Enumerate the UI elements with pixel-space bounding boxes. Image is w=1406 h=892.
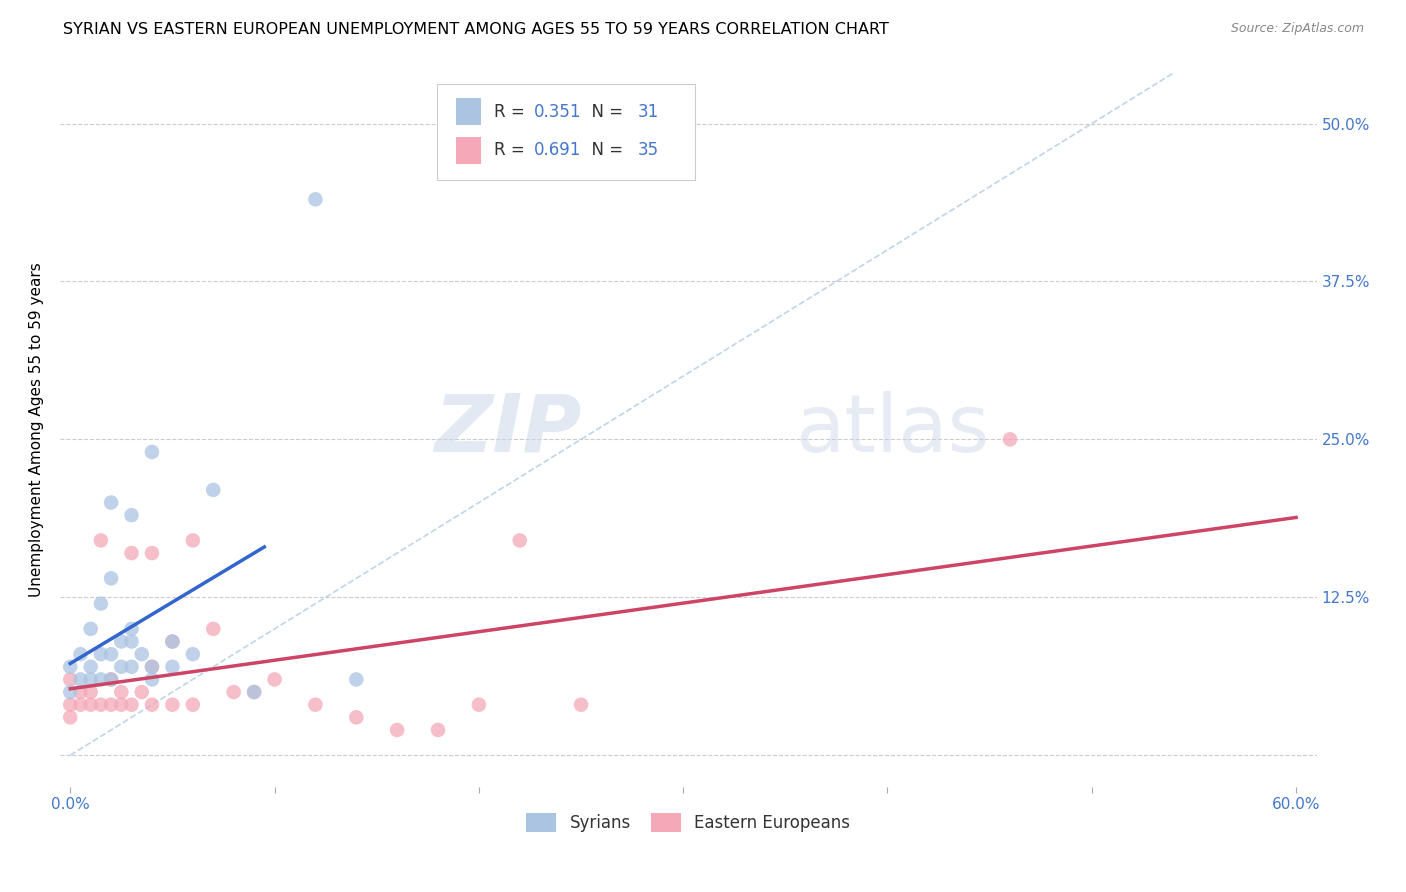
Text: SYRIAN VS EASTERN EUROPEAN UNEMPLOYMENT AMONG AGES 55 TO 59 YEARS CORRELATION CH: SYRIAN VS EASTERN EUROPEAN UNEMPLOYMENT … bbox=[63, 22, 889, 37]
Point bbox=[90, 647, 112, 661]
Point bbox=[79, 698, 101, 712]
Point bbox=[141, 660, 163, 674]
Point bbox=[141, 673, 163, 687]
Point bbox=[121, 698, 143, 712]
FancyBboxPatch shape bbox=[437, 84, 695, 180]
Point bbox=[131, 647, 153, 661]
Text: N =: N = bbox=[582, 103, 628, 120]
Point bbox=[243, 685, 266, 699]
Point bbox=[90, 673, 112, 687]
Point bbox=[79, 673, 101, 687]
Point bbox=[59, 685, 82, 699]
Point bbox=[509, 533, 531, 548]
Point bbox=[90, 533, 112, 548]
Point bbox=[304, 698, 326, 712]
Point bbox=[181, 647, 204, 661]
Point bbox=[59, 660, 82, 674]
Point bbox=[69, 647, 91, 661]
Point bbox=[998, 433, 1021, 447]
FancyBboxPatch shape bbox=[456, 136, 481, 163]
Point bbox=[385, 723, 408, 737]
Text: Source: ZipAtlas.com: Source: ZipAtlas.com bbox=[1230, 22, 1364, 36]
Point bbox=[121, 546, 143, 560]
Point bbox=[100, 571, 122, 585]
Text: atlas: atlas bbox=[796, 391, 990, 469]
Point bbox=[304, 192, 326, 206]
Point bbox=[79, 622, 101, 636]
Point bbox=[243, 685, 266, 699]
Point bbox=[121, 660, 143, 674]
Text: 0.351: 0.351 bbox=[534, 103, 581, 120]
Point bbox=[141, 698, 163, 712]
Text: R =: R = bbox=[494, 103, 530, 120]
Text: 31: 31 bbox=[638, 103, 659, 120]
Point bbox=[110, 698, 132, 712]
Point bbox=[69, 673, 91, 687]
Point bbox=[141, 546, 163, 560]
Point bbox=[202, 483, 225, 497]
Text: 0.691: 0.691 bbox=[534, 141, 581, 159]
Point bbox=[202, 622, 225, 636]
Point bbox=[468, 698, 491, 712]
Point bbox=[569, 698, 592, 712]
Point bbox=[100, 673, 122, 687]
Point bbox=[181, 533, 204, 548]
Point bbox=[59, 673, 82, 687]
Point bbox=[90, 698, 112, 712]
Point bbox=[69, 685, 91, 699]
Point bbox=[90, 597, 112, 611]
Point bbox=[181, 698, 204, 712]
Point bbox=[121, 634, 143, 648]
Point bbox=[131, 685, 153, 699]
Point bbox=[344, 710, 367, 724]
Point bbox=[110, 634, 132, 648]
Point bbox=[110, 660, 132, 674]
Point bbox=[100, 673, 122, 687]
Point bbox=[263, 673, 285, 687]
Point bbox=[59, 698, 82, 712]
Point bbox=[162, 698, 184, 712]
Point bbox=[162, 660, 184, 674]
Text: R =: R = bbox=[494, 141, 530, 159]
Point bbox=[162, 634, 184, 648]
Point bbox=[121, 622, 143, 636]
Text: 35: 35 bbox=[638, 141, 659, 159]
Point bbox=[110, 685, 132, 699]
Point bbox=[100, 698, 122, 712]
Text: ZIP: ZIP bbox=[434, 391, 582, 469]
Point bbox=[79, 660, 101, 674]
FancyBboxPatch shape bbox=[456, 98, 481, 125]
Point bbox=[427, 723, 450, 737]
Point bbox=[222, 685, 245, 699]
Legend: Syrians, Eastern Europeans: Syrians, Eastern Europeans bbox=[520, 806, 856, 839]
Text: N =: N = bbox=[582, 141, 628, 159]
Point bbox=[121, 508, 143, 523]
Point bbox=[100, 495, 122, 509]
Point bbox=[141, 660, 163, 674]
Y-axis label: Unemployment Among Ages 55 to 59 years: Unemployment Among Ages 55 to 59 years bbox=[30, 262, 44, 598]
Point bbox=[79, 685, 101, 699]
Point bbox=[141, 445, 163, 459]
Point bbox=[162, 634, 184, 648]
Point bbox=[344, 673, 367, 687]
Point bbox=[59, 710, 82, 724]
Point bbox=[69, 698, 91, 712]
Point bbox=[100, 647, 122, 661]
